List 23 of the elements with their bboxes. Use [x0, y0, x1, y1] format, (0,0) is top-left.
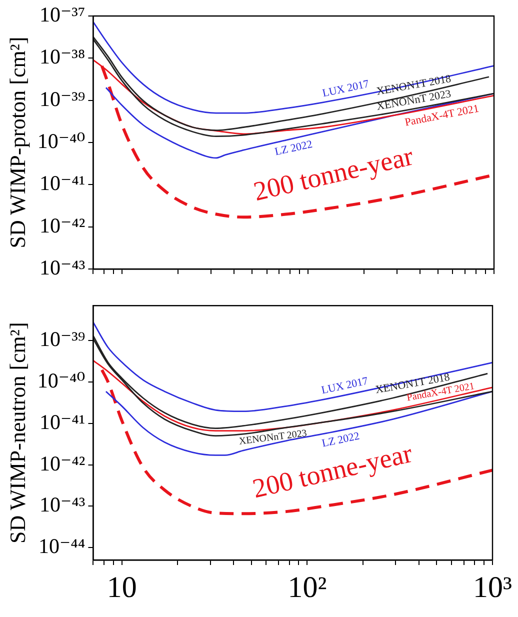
y-tick-label: 10⁻³⁷ [40, 2, 86, 27]
y-axis-title: SD WIMP-neutron [cm²] [4, 322, 30, 544]
y-axis-title: SD WIMP-proton [cm²] [4, 36, 30, 248]
y-tick-label: 10⁻³⁹ [40, 86, 86, 111]
y-tick-label: 10⁻⁴² [40, 213, 86, 238]
text: LUX 2017 [320, 375, 370, 397]
y-tick-label: 10⁻³⁸ [40, 44, 86, 69]
y-tick-label: 10⁻⁴³ [40, 256, 86, 280]
y-tick-label: 10⁻⁴¹ [40, 410, 86, 434]
text: XENONnT 2023 [238, 428, 308, 448]
x-tick-label: 10 [106, 570, 137, 604]
x-tick-label: 10³ [473, 570, 512, 604]
y-tick-label: 10⁻⁴⁰ [37, 368, 86, 392]
text: LUX 2017 [321, 78, 371, 100]
y-tick-label: 10⁻⁴³ [40, 492, 86, 517]
text: LZ 2022 [320, 430, 361, 450]
y-tick-label: 10⁻⁴⁴ [38, 534, 86, 558]
y-tick-label: 10⁻⁴² [40, 451, 86, 476]
text: LZ 2022 [274, 138, 314, 158]
x-tick-label: 10² [288, 570, 327, 604]
y-tick-label: 10⁻³⁹ [40, 327, 86, 352]
y-tick-label: 10⁻⁴¹ [40, 171, 86, 196]
y-tick-label: 10⁻⁴⁰ [37, 129, 86, 154]
